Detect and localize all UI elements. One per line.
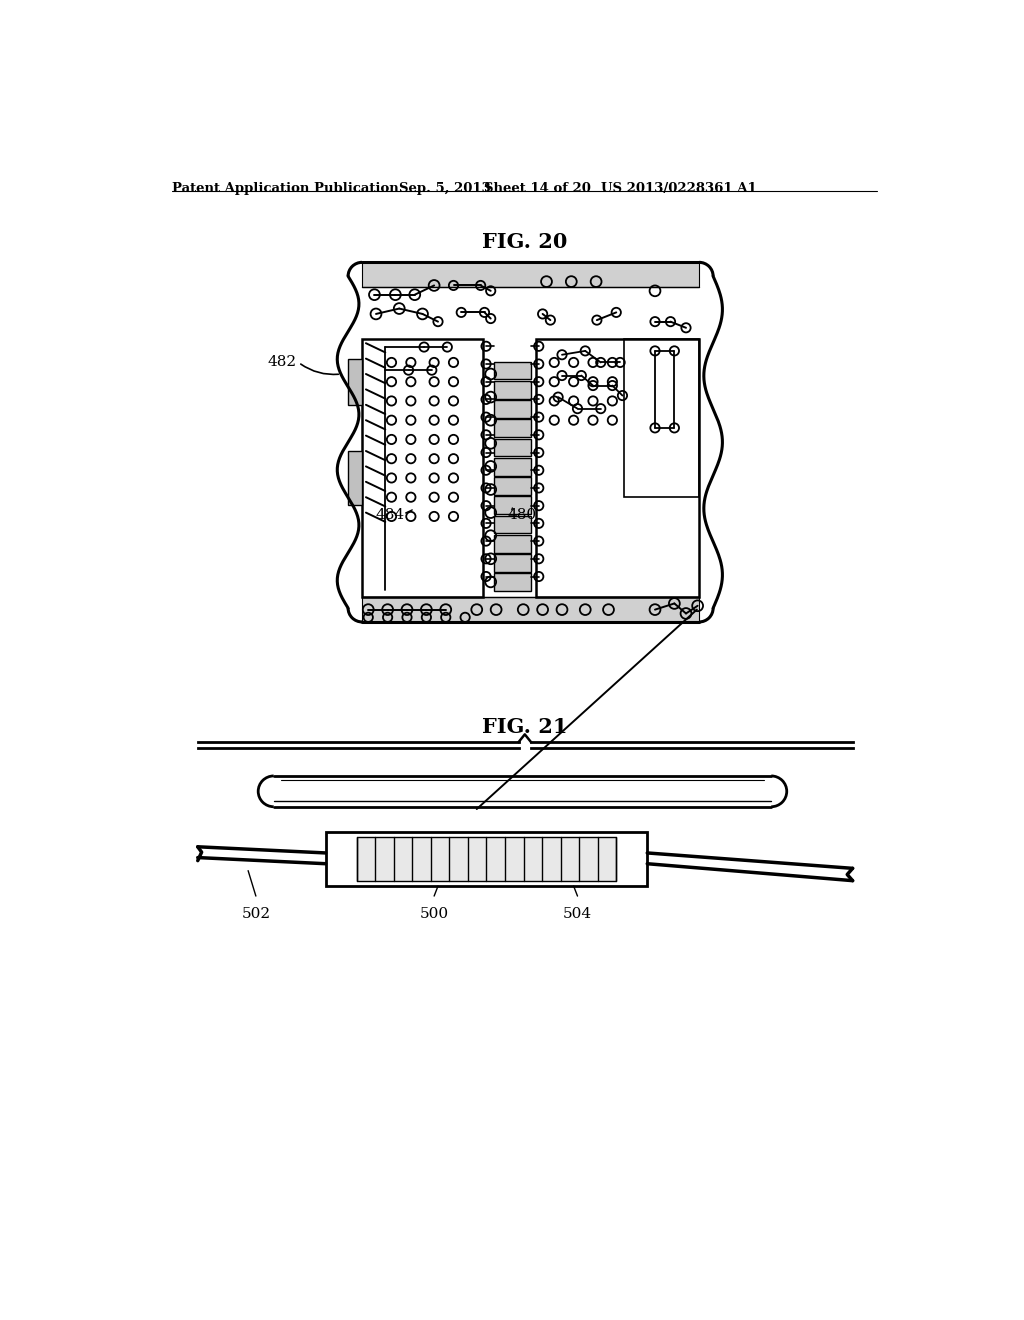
Bar [326,832,647,886]
Bar [348,359,362,405]
Bar [494,438,531,457]
Bar [494,516,531,533]
Text: 502: 502 [242,907,270,921]
Bar [494,458,531,475]
Text: FIG. 21: FIG. 21 [482,717,567,737]
Text: 480: 480 [508,508,537,521]
Text: Patent Application Publication: Patent Application Publication [172,182,399,194]
Text: Sep. 5, 2013: Sep. 5, 2013 [399,182,490,194]
Bar [494,573,531,591]
Bar [348,451,362,506]
Text: 500: 500 [420,907,449,921]
Bar [494,381,531,399]
Bar [624,339,699,498]
Bar [494,496,531,515]
Text: 504: 504 [563,907,592,921]
Bar [494,362,531,379]
Bar [494,400,531,418]
Bar [356,837,616,882]
Text: FIG. 20: FIG. 20 [482,231,567,252]
Bar [536,339,699,598]
Bar [494,554,531,572]
Text: 482: 482 [268,355,297,370]
Bar [494,478,531,495]
Text: 484: 484 [376,508,406,521]
Text: US 2013/0228361 A1: US 2013/0228361 A1 [601,182,757,194]
Bar [362,263,699,286]
Bar [494,420,531,437]
Text: Sheet 14 of 20: Sheet 14 of 20 [484,182,592,194]
Bar [362,597,699,622]
Bar [362,339,483,598]
Bar [494,535,531,553]
